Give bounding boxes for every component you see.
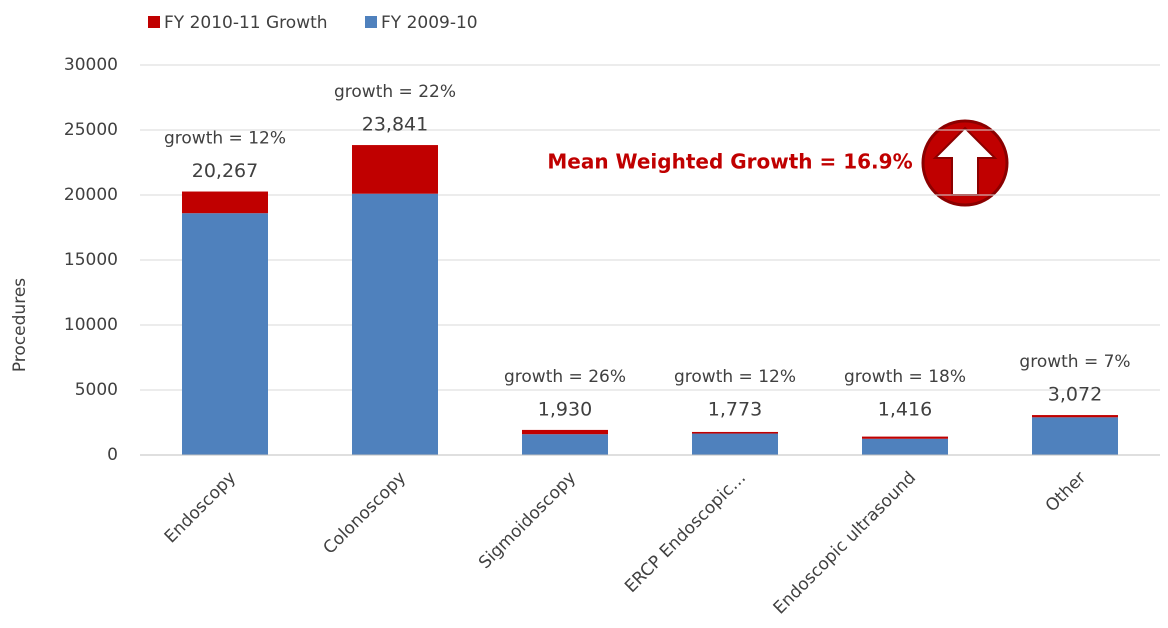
bar-segment xyxy=(862,438,948,455)
y-tick-label: 30000 xyxy=(64,55,118,75)
y-tick-label: 25000 xyxy=(64,120,118,140)
total-label: 1,416 xyxy=(878,399,932,421)
y-tick-label: 15000 xyxy=(64,250,118,270)
bar-segment xyxy=(692,433,778,455)
bar-segment xyxy=(352,145,438,194)
bar-segment xyxy=(352,193,438,455)
total-label: 3,072 xyxy=(1048,384,1102,406)
x-tick-label: Other xyxy=(1042,468,1090,516)
growth-label: growth = 18% xyxy=(844,367,966,387)
y-axis-label: Procedures xyxy=(10,278,30,372)
bar-segment xyxy=(862,436,948,439)
legend-label: FY 2010-11 Growth xyxy=(164,13,328,33)
legend-swatch xyxy=(148,16,160,28)
x-tick-label: Colonoscopy xyxy=(320,468,411,559)
x-tick-label: Endoscopy xyxy=(161,468,240,547)
bar-segment xyxy=(1032,417,1118,455)
legend-label: FY 2009-10 xyxy=(381,13,478,33)
total-label: 1,773 xyxy=(708,399,762,421)
total-label: 23,841 xyxy=(362,114,428,136)
x-tick-label: ERCP Endoscopic… xyxy=(621,468,750,597)
bar-segment xyxy=(182,191,268,214)
total-label: 1,930 xyxy=(538,398,592,420)
bar-segment xyxy=(692,431,778,434)
bar-segment xyxy=(1032,415,1118,418)
total-label: 20,267 xyxy=(192,160,258,182)
growth-icon xyxy=(921,119,1009,207)
growth-label: growth = 7% xyxy=(1019,352,1130,372)
growth-label: growth = 26% xyxy=(504,367,626,387)
y-tick-label: 0 xyxy=(107,445,118,465)
bar-segment xyxy=(522,429,608,435)
bar-segment xyxy=(182,213,268,455)
y-tick-label: 20000 xyxy=(64,185,118,205)
annotation: Mean Weighted Growth = 16.9% xyxy=(547,150,912,174)
growth-label: growth = 12% xyxy=(674,367,796,387)
y-tick-label: 5000 xyxy=(75,380,118,400)
legend-swatch xyxy=(365,16,377,28)
y-tick-label: 10000 xyxy=(64,315,118,335)
x-tick-label: Endoscopic ultrasound xyxy=(770,468,920,618)
growth-label: growth = 12% xyxy=(164,129,286,149)
bar-segment xyxy=(522,434,608,455)
x-tick-label: Sigmoidoscopy xyxy=(475,468,580,573)
growth-label: growth = 22% xyxy=(334,82,456,102)
